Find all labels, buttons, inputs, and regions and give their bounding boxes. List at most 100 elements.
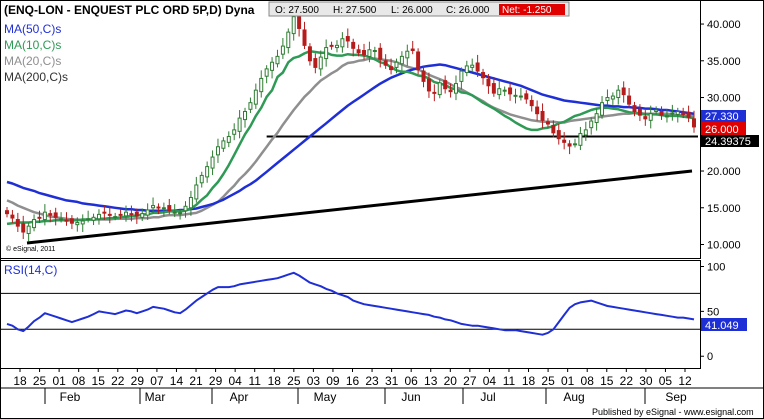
candle-body (394, 61, 399, 68)
candle-body (102, 211, 107, 214)
candle-body (432, 91, 437, 94)
x-tick-label: 22 (111, 374, 125, 388)
candle-body (351, 41, 356, 49)
candle (394, 58, 399, 74)
legend-ma10: MA(10,C)s (4, 38, 61, 52)
candle (351, 38, 356, 57)
x-tick-label: 04 (483, 374, 497, 388)
ma50-last-value: 27.330 (705, 111, 739, 123)
candle-body (307, 46, 312, 62)
candle-body (589, 120, 594, 129)
candle-body (443, 80, 448, 90)
x-tick-label: 01 (52, 374, 66, 388)
candle (210, 150, 215, 176)
candle (215, 138, 220, 163)
ma20-line (6, 57, 694, 222)
candle-body (167, 205, 172, 212)
candle-body (264, 68, 269, 77)
candle (91, 213, 96, 226)
candle (161, 202, 166, 217)
candle-body (183, 205, 188, 212)
candle-body (210, 156, 215, 169)
candle-body (124, 211, 129, 217)
x-tick-label: 31 (385, 374, 399, 388)
x-tick-label: 29 (209, 374, 223, 388)
candle-body (329, 44, 334, 47)
candle (637, 104, 642, 122)
candle (513, 88, 518, 104)
candle-body (15, 219, 20, 227)
candle-body (421, 70, 426, 82)
candle-body (80, 220, 85, 225)
ohlc-net: Net: -1.250 (502, 5, 552, 16)
candle-body (654, 109, 659, 112)
candle (118, 209, 123, 220)
candle (432, 84, 437, 102)
legend-ma200: MA(200,C)s (4, 70, 68, 84)
x-tick-label: 15 (92, 374, 106, 388)
candle-body (75, 221, 80, 226)
candle (562, 132, 567, 150)
candle (248, 97, 253, 113)
candle-body (383, 60, 388, 66)
candle (632, 101, 637, 117)
candle (237, 110, 242, 139)
price-y-tick-label: 40.000 (707, 19, 741, 31)
candlestick-layer (5, 7, 696, 242)
candle-body (286, 31, 291, 49)
candle-body (681, 112, 686, 115)
candle (259, 70, 264, 98)
candle (464, 60, 469, 77)
x-tick-label: 25 (33, 374, 47, 388)
candle-body (535, 106, 540, 115)
candle-body (486, 78, 491, 87)
candle (270, 57, 275, 79)
ohlc-open: O: 27.500 (275, 5, 319, 16)
candle (167, 198, 172, 215)
ma20-value-bg (701, 135, 759, 147)
x-tick-label: 11 (503, 374, 516, 388)
price-last-value: 26.000 (705, 124, 739, 136)
candle-body (356, 49, 361, 54)
price-y-tick-label: 35.000 (707, 56, 741, 68)
candle-body (324, 47, 329, 60)
candle (497, 80, 502, 100)
candle (226, 131, 231, 148)
legend-ma50: MA(50,C)s (4, 22, 61, 36)
candle (659, 106, 664, 120)
candle (156, 203, 161, 215)
candle (253, 83, 258, 109)
candle-body (610, 95, 615, 100)
candle (518, 87, 523, 101)
x-tick-label: 25 (541, 374, 555, 388)
candle-body (259, 77, 264, 93)
candle-body (524, 93, 529, 100)
candle (205, 161, 210, 183)
candle (491, 76, 496, 97)
candle (372, 46, 377, 59)
candle-body (529, 99, 534, 107)
rsi-y-tick-label: 0 (707, 351, 713, 363)
candle (5, 207, 9, 218)
candle-body (334, 44, 339, 49)
candle (405, 44, 410, 66)
price-value-bg (701, 122, 746, 135)
ma50-line-layer (6, 63, 695, 212)
x-tick-label: 08 (581, 374, 595, 388)
candle-body (226, 135, 231, 143)
candle-body (508, 87, 513, 95)
rsi-y-axis: 0 50 100 (700, 261, 725, 363)
candle (540, 103, 545, 129)
price-y-tick-label: 30.000 (707, 93, 741, 105)
ma10-line (6, 49, 695, 226)
candle-body (453, 83, 458, 94)
candle-body (10, 214, 15, 219)
candle (399, 51, 404, 71)
candle (15, 212, 20, 233)
candle (605, 89, 610, 106)
candle (178, 209, 183, 220)
candle-body (313, 58, 318, 68)
candle-body (188, 196, 193, 209)
candle-body (578, 133, 583, 146)
candle (459, 67, 464, 90)
